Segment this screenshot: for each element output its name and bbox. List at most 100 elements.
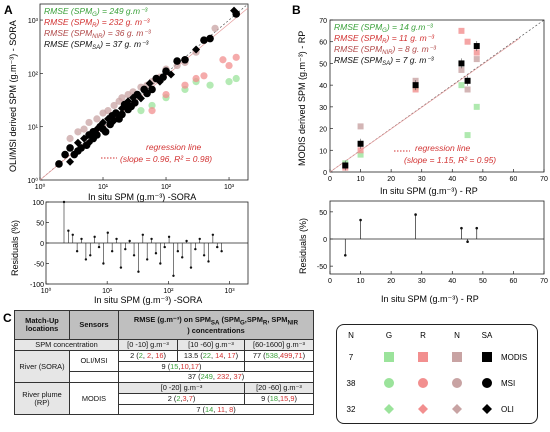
point-nir — [211, 24, 219, 32]
x-tick-label: 40 — [448, 176, 456, 183]
res-point — [89, 254, 92, 257]
range-sora-3: [60-1600] g.m⁻³ — [244, 339, 314, 351]
panel-b-ylabel: MODIS derived SPM (g.m⁻³) - RP — [297, 31, 307, 166]
legend-marker — [384, 378, 394, 388]
legend-n: 38 — [347, 379, 356, 388]
res-y-tick-label: -50 — [34, 262, 44, 269]
range-sora-2: [10 -60] g.m⁻³ — [177, 339, 245, 351]
res-y-tick-label: 100 — [32, 200, 44, 207]
x-tick-label: 10² — [161, 184, 172, 191]
res-x-tick-label: 70 — [540, 278, 548, 285]
legend-sensor: MODIS — [501, 353, 527, 362]
y-tick-label: 0 — [323, 170, 327, 177]
point-nir — [104, 107, 112, 115]
panel-a-points — [55, 6, 241, 168]
x-tick-label: 10¹ — [98, 184, 109, 191]
panel-a-regression-label: regression line — [146, 142, 202, 152]
range-rp-2: [20 -60] g.m⁻³ — [244, 382, 314, 394]
point-nir — [66, 134, 74, 143]
point-sa — [473, 43, 480, 50]
point-g — [225, 78, 233, 86]
legend-marker — [384, 352, 394, 362]
legend-marker — [384, 404, 394, 414]
res-y-tick-label: -50 — [317, 264, 327, 271]
th-rmse-mid: (SPM — [219, 314, 240, 324]
range-sora-1: [0 -10] g.m⁻³ — [118, 339, 178, 351]
legend-marker — [418, 352, 428, 362]
panel-a-res-xlabel: In situ SPM (g.m⁻³) -SORA — [94, 295, 202, 305]
panel-a-res-ylabel: Residuals (%) — [10, 220, 20, 276]
rmse-table: Match-Up locations Sensors RMSE (g.m⁻³) … — [14, 310, 314, 416]
res-point — [343, 253, 347, 257]
point-nir — [357, 123, 364, 130]
rmse-line: RMSE (SPMG) = 249 g.m⁻³ — [44, 6, 149, 18]
legend-marker — [482, 404, 492, 414]
point-sa — [342, 162, 349, 169]
point-sa — [66, 157, 75, 166]
res-point — [102, 262, 105, 265]
res-y-tick-label: -100 — [30, 282, 44, 289]
res-point — [172, 274, 175, 277]
point-nir — [93, 115, 101, 123]
res-point — [150, 237, 153, 241]
point-r — [464, 38, 471, 45]
res-point — [71, 233, 74, 236]
point-sa — [173, 57, 181, 65]
legend-marker — [452, 352, 462, 362]
res-x-tick-label: 40 — [448, 278, 456, 285]
res-point — [115, 237, 118, 241]
point-g — [206, 81, 214, 89]
res-y-tick-label: 0 — [323, 237, 327, 244]
res-point — [163, 245, 166, 249]
cell-sora-r1c1: 2 (2, 2, 16) — [118, 349, 178, 362]
res-point — [106, 231, 109, 234]
point-r — [458, 27, 465, 34]
y-tick-label: 30 — [319, 105, 327, 112]
res-point — [132, 254, 136, 257]
legend-header: R — [420, 331, 426, 340]
res-point — [185, 239, 188, 243]
point-r — [181, 81, 189, 89]
y-tick-label: 20 — [319, 127, 327, 134]
point-nir — [80, 125, 88, 133]
x-tick-label: 20 — [387, 176, 395, 183]
res-point — [154, 252, 158, 255]
point-sa — [66, 144, 74, 152]
rmse-line: RMSE (SPMR) = 11 g. m⁻³ — [334, 33, 435, 45]
point-r — [473, 49, 480, 56]
res-y-tick-label: 50 — [319, 210, 327, 217]
point-sa — [167, 70, 176, 79]
cell-sora-r3: 37 (249, 232, 37) — [118, 371, 314, 384]
legend-marker — [418, 378, 428, 388]
res-point — [475, 226, 479, 230]
res-point — [110, 250, 114, 253]
rmse-line: RMSE (SPMG) = 14 g.m⁻³ — [334, 22, 434, 34]
loc-river-plume: River plume (RP) — [14, 382, 70, 416]
res-point — [189, 266, 193, 269]
res-point — [207, 260, 210, 263]
legend-marker — [482, 378, 492, 388]
point-r — [232, 53, 240, 61]
th-rmse-r: R — [262, 319, 268, 327]
th-sensors: Sensors — [69, 310, 119, 340]
point-sa — [200, 36, 208, 44]
res-point — [211, 233, 215, 236]
cell-sora-r2: 9 (15,10,17) — [118, 360, 245, 373]
point-g — [473, 103, 480, 110]
point-sa — [162, 67, 170, 75]
rmse-line: RMSE (SPMNIR) = 8 g. m⁻³ — [334, 44, 437, 56]
th-rmse-sep2: , SPM — [267, 314, 288, 324]
panel-b-plot-area — [329, 19, 545, 173]
y-tick-label: 10² — [28, 71, 39, 78]
rmse-line: RMSE (SPMR) = 232 g. m⁻³ — [44, 17, 151, 29]
res-x-tick-label: 20 — [387, 278, 395, 285]
range-rp-1: [0 -20] g.m⁻³ — [118, 382, 245, 394]
res-point — [141, 233, 145, 236]
panel-b-points — [342, 27, 480, 171]
panel-b-res-ylabel: Residuals (%) — [298, 218, 308, 274]
